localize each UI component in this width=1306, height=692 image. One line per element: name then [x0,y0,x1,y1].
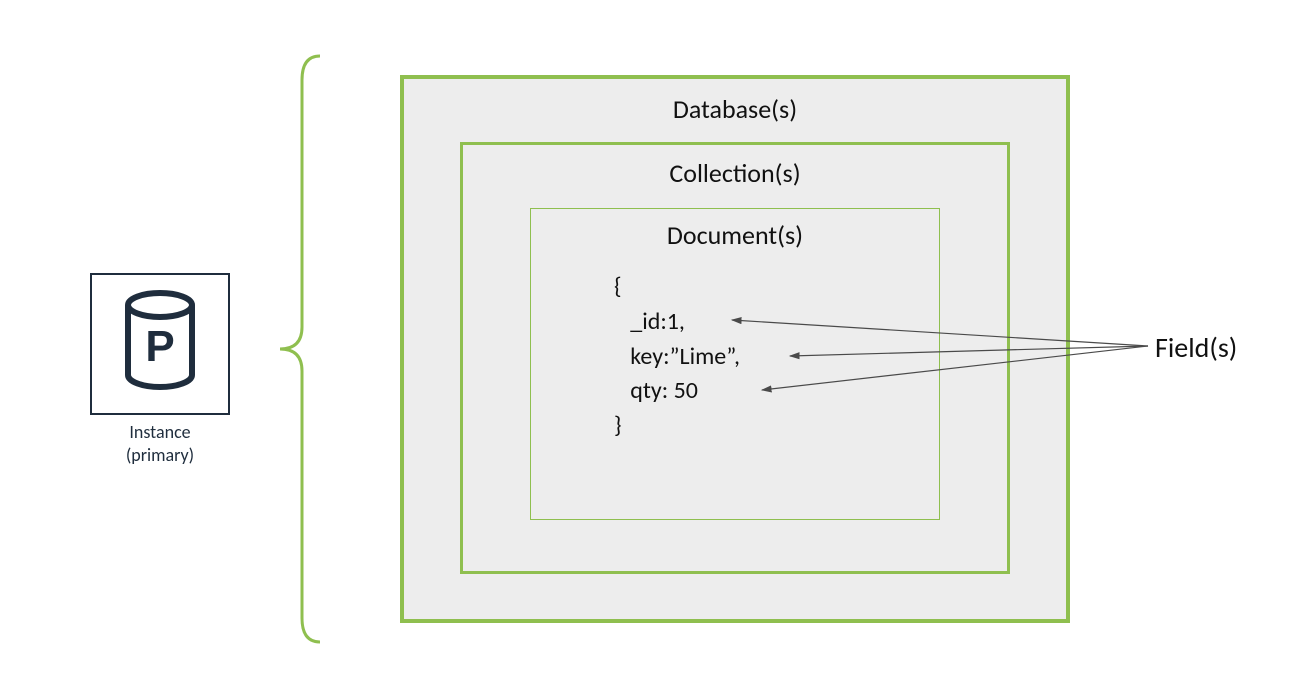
diagram-canvas: P Instance (primary) Database(s) Collect… [0,0,1306,692]
instance-caption-line1: Instance [90,421,230,444]
curly-brace-icon [280,56,320,642]
instance-box: P [90,273,230,415]
collection-label: Collection(s) [463,157,1007,189]
document-body: { _id:1, key:”Lime”, qty: 50 } [614,270,740,444]
fields-label: Field(s) [1155,330,1237,365]
instance-letter: P [145,322,174,371]
instance-caption-line2: (primary) [90,444,230,467]
document-label: Document(s) [531,219,939,251]
database-cylinder-icon: P [115,289,205,399]
instance-caption: Instance (primary) [90,421,230,468]
database-label: Database(s) [404,93,1066,125]
